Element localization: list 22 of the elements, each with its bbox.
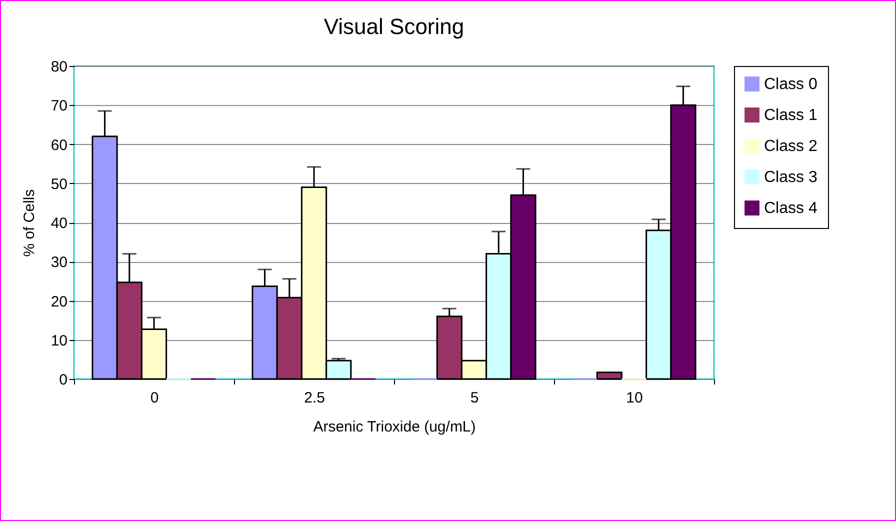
legend-label: Class 1 <box>764 107 818 124</box>
y-tick-label: 20 <box>50 293 68 310</box>
x-tick-label: 2.5 <box>304 390 325 406</box>
chart-title: Visual Scoring <box>324 14 464 39</box>
x-axis-title: Arsenic Trioxide (ug/mL) <box>313 418 476 436</box>
legend-label: Class 4 <box>764 200 818 217</box>
y-tick-label: 10 <box>50 332 68 350</box>
x-tick-label: 10 <box>626 390 643 406</box>
bar <box>596 372 622 380</box>
legend-label: Class 0 <box>764 76 818 93</box>
y-tick-label: 30 <box>50 254 68 272</box>
legend-label: Class 3 <box>764 169 818 186</box>
y-tick-label: 40 <box>50 215 68 232</box>
x-tick-label: 5 <box>470 390 479 406</box>
y-tick-label: 0 <box>59 372 68 388</box>
y-tick-label: 70 <box>50 98 68 115</box>
x-tick-label: 0 <box>150 390 159 406</box>
legend-label: Class 2 <box>764 138 818 155</box>
y-tick-label: 60 <box>50 136 68 154</box>
y-axis-title: % of Cells <box>20 189 38 257</box>
y-tick-label: 50 <box>50 176 68 193</box>
y-tick-label: 80 <box>50 58 68 76</box>
